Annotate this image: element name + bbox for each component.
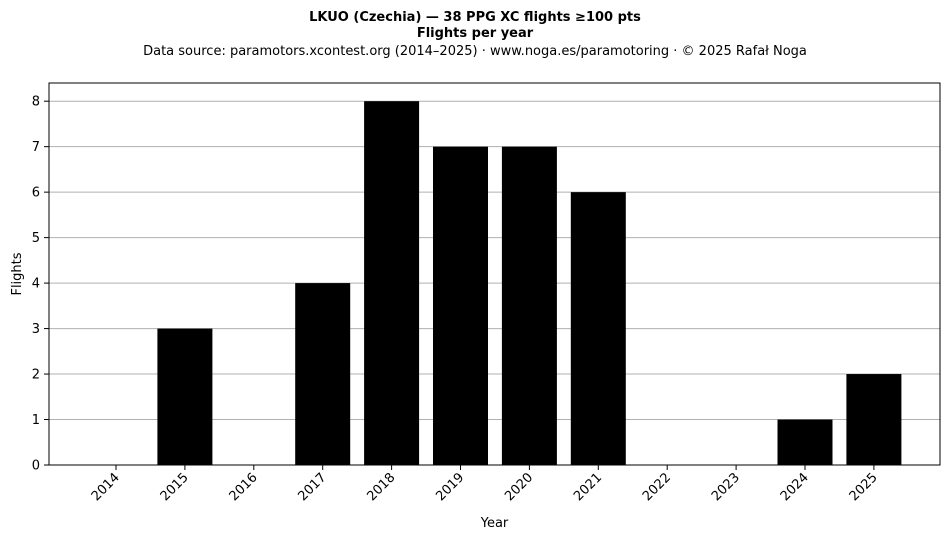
plot-frame xyxy=(48,82,941,466)
x-tick-label: 2023 xyxy=(709,470,743,504)
y-tick-label: 5 xyxy=(32,231,40,246)
x-tick-label: 2015 xyxy=(158,470,192,504)
x-tick-label: 2020 xyxy=(502,470,536,504)
x-tick-label: 2022 xyxy=(640,470,674,504)
bar-2015 xyxy=(157,328,213,465)
y-tick-label: 7 xyxy=(32,140,40,155)
y-axis-label: Flights xyxy=(10,252,25,295)
chart-subtitle: Flights per year xyxy=(417,26,534,41)
x-axis: 2014 2015 2016 2017 2018 2019 2020 2021 2022 2023… xyxy=(89,465,881,504)
bar-2020 xyxy=(501,146,557,465)
y-tick-label: 1 xyxy=(32,413,40,428)
x-tick-label: 2014 xyxy=(89,470,123,504)
x-tick-label: 2021 xyxy=(571,470,605,504)
x-tick-label: 2017 xyxy=(296,470,330,504)
x-tick-label: 2024 xyxy=(778,470,812,504)
bars xyxy=(157,101,902,465)
x-tick-label: 2016 xyxy=(227,470,261,504)
bar-2019 xyxy=(433,146,488,465)
bar-2024 xyxy=(777,419,833,465)
x-tick-label: 2025 xyxy=(847,470,881,504)
x-tick-label: 2019 xyxy=(433,470,467,504)
y-tick-label: 0 xyxy=(32,459,40,474)
y-tick-label: 4 xyxy=(32,277,40,292)
y-axis: 0 1 2 3 4 5 6 7 8 xyxy=(32,95,49,474)
bar-2021 xyxy=(570,192,626,465)
y-tick-label: 6 xyxy=(32,186,40,201)
bar-2018 xyxy=(364,101,420,465)
y-tick-label: 2 xyxy=(32,368,40,383)
y-tick-label: 3 xyxy=(32,322,40,337)
bar-2017 xyxy=(295,283,351,465)
x-axis-label: Year xyxy=(480,516,509,531)
y-tick-label: 8 xyxy=(32,95,40,110)
chart-title: LKUO (Czechia) — 38 PPG XC flights ≥100 … xyxy=(309,10,641,25)
chart-source-note: Data source: paramotors.xcontest.org (20… xyxy=(143,44,807,59)
x-tick-label: 2018 xyxy=(364,470,398,504)
bar-2025 xyxy=(846,374,902,465)
